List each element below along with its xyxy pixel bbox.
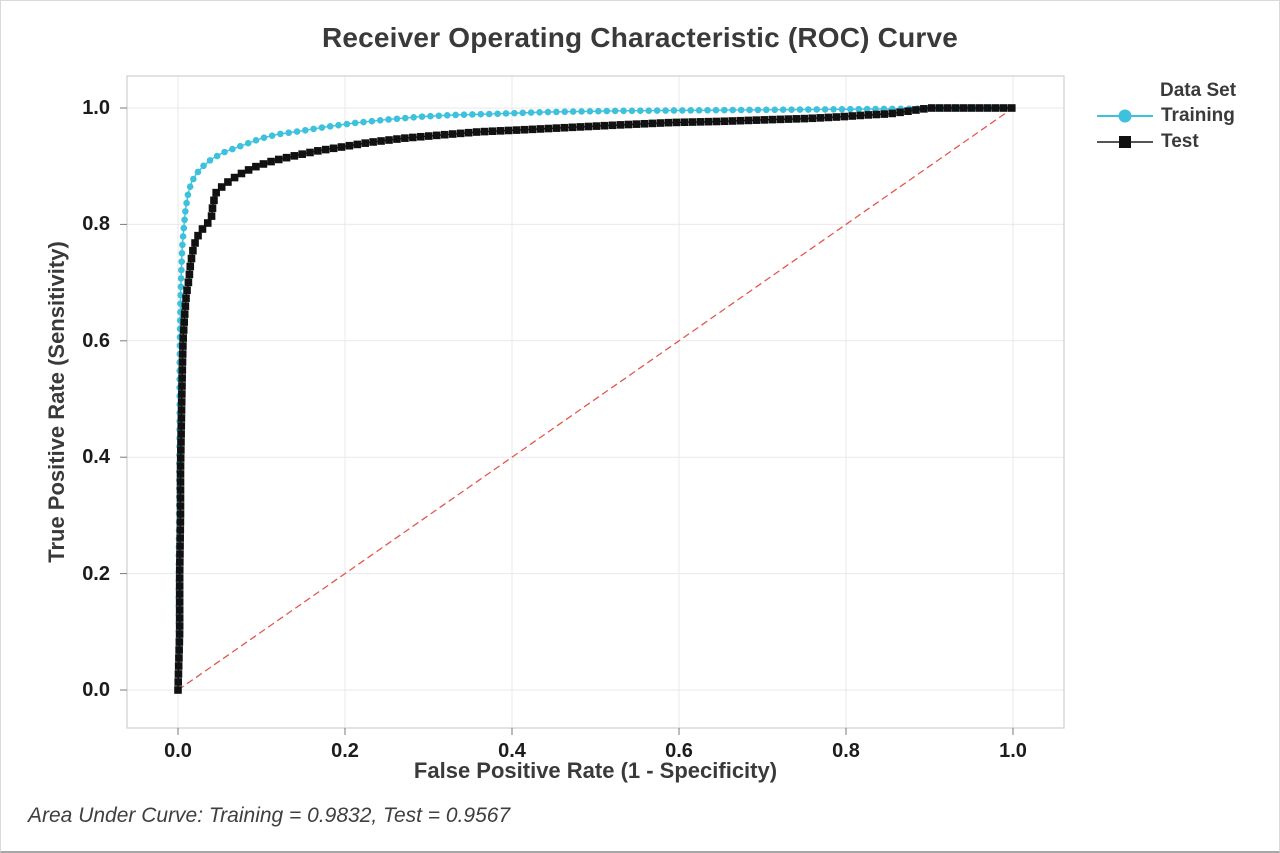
- y-tick-label: 0.8: [82, 213, 110, 236]
- x-tick-label: 0.8: [832, 740, 860, 762]
- x-tick-label: 1.0: [999, 740, 1027, 762]
- auc-footnote: Area Under Curve: Training = 0.9832, Tes…: [28, 804, 511, 827]
- training-circle-marker-icon: [1097, 108, 1153, 124]
- x-tick-label: 0.0: [164, 740, 192, 762]
- legend-title: Data Set: [1160, 80, 1237, 101]
- y-tick-label: 0.0: [82, 679, 110, 701]
- legend-item-training: Training: [1097, 103, 1236, 129]
- y-axis-title: True Positive Rate (Sensitivity): [44, 241, 69, 563]
- x-tick-label: 0.4: [498, 740, 526, 762]
- x-tick-label: 0.2: [331, 740, 359, 762]
- chart-title: Receiver Operating Characteristic (ROC) …: [321, 22, 959, 53]
- x-tick-label: 0.6: [665, 740, 693, 762]
- y-tick-label: 0.6: [82, 329, 110, 352]
- legend: Data Set Training Test: [1097, 80, 1236, 155]
- legend-item-test: Test: [1097, 129, 1236, 155]
- legend-label-test: Test: [1161, 131, 1199, 152]
- x-axis-title: False Positive Rate (1 - Specificity): [413, 758, 778, 783]
- test-square-marker-icon: [1097, 134, 1153, 150]
- y-tick-label: 0.2: [82, 562, 110, 585]
- legend-label-training: Training: [1161, 105, 1235, 126]
- y-tick-label: 1.0: [82, 97, 110, 119]
- y-tick-label: 0.4: [82, 446, 110, 469]
